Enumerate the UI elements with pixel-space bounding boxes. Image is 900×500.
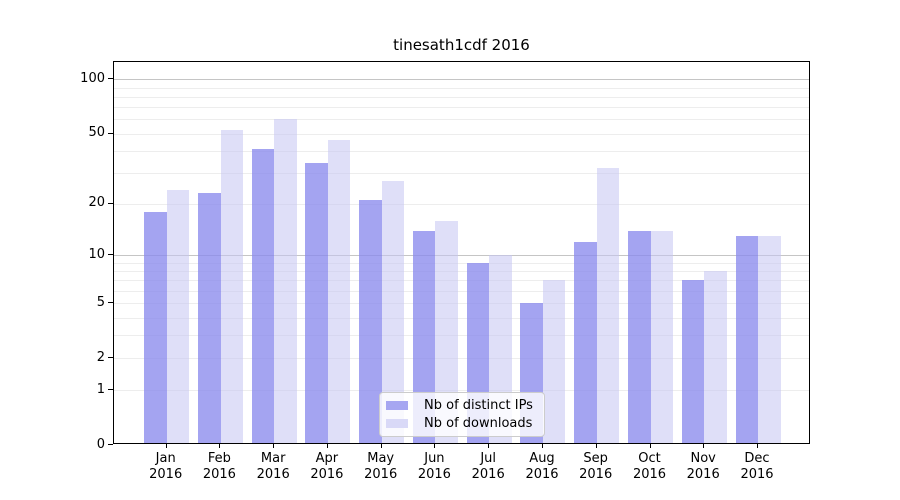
x-tick-mark	[595, 444, 597, 448]
gridline-minor	[114, 96, 809, 98]
gridline-minor	[114, 303, 809, 305]
legend-row: Nb of distinct IPs	[386, 397, 538, 415]
bar-downloads-sep	[596, 168, 620, 443]
gridline-minor	[114, 317, 809, 319]
gridline-minor	[114, 107, 809, 109]
y-tick-mark	[108, 132, 113, 134]
bar-downloads-oct	[650, 230, 673, 443]
gridline-minor	[114, 390, 809, 392]
gridline-minor	[114, 262, 809, 264]
y-tick-mark	[108, 78, 113, 80]
bar-distinct-ips-jun	[412, 230, 436, 443]
y-tick-mark	[108, 202, 113, 204]
bar-distinct-ips-feb	[198, 193, 221, 443]
x-tick-label-may: May 2016	[364, 451, 398, 482]
x-tick-label-feb: Feb 2016	[202, 451, 236, 482]
legend-label: Nb of distinct IPs	[424, 398, 533, 414]
bar-downloads-feb	[220, 130, 243, 443]
legend-swatch-distinct-ips	[386, 401, 408, 411]
x-tick-label-oct: Oct 2016	[632, 451, 667, 482]
plot-area	[113, 61, 810, 444]
bar-downloads-apr	[327, 140, 351, 443]
y-tick-label: 50	[88, 125, 105, 140]
bar-downloads-jun	[435, 220, 458, 443]
x-tick-label-mar: Mar 2016	[256, 451, 290, 482]
bar-distinct-ips-jan	[144, 211, 167, 443]
x-tick-mark	[757, 444, 758, 448]
y-tick-label: 0	[96, 436, 105, 452]
y-tick-mark	[108, 254, 113, 256]
bar-distinct-ips-may	[359, 200, 382, 443]
gridline-minor	[114, 291, 809, 292]
x-tick-mark	[219, 444, 221, 448]
y-tick-mark	[108, 357, 113, 359]
chart-title: tinesath1cdf 2016	[393, 36, 530, 54]
gridline-minor	[114, 119, 809, 121]
bar-distinct-ips-dec	[735, 236, 758, 443]
x-tick-mark	[380, 444, 382, 448]
y-tick-label: 20	[88, 195, 105, 211]
x-tick-mark	[326, 444, 328, 448]
bar-downloads-mar	[274, 119, 297, 443]
bar-downloads-nov	[704, 271, 727, 443]
bar-distinct-ips-apr	[305, 163, 328, 443]
x-tick-label-aug: Aug 2016	[525, 451, 559, 482]
bar-distinct-ips-sep	[574, 241, 597, 443]
x-tick-label-jan: Jan 2016	[149, 451, 183, 482]
y-tick-mark	[108, 302, 113, 304]
y-tick-label: 1	[96, 381, 105, 397]
legend-label: Nb of downloads	[424, 415, 533, 431]
bar-distinct-ips-nov	[681, 280, 705, 443]
bar-distinct-ips-mar	[251, 148, 275, 443]
legend-swatch-downloads	[386, 418, 408, 428]
bar-downloads-jan	[166, 190, 190, 443]
x-tick-mark	[488, 444, 490, 448]
gridline-minor	[114, 133, 809, 135]
legend-row: Nb of downloads	[386, 415, 538, 433]
gridline-minor	[114, 271, 809, 273]
gridline-minor	[114, 87, 809, 89]
gridline-minor	[114, 335, 809, 337]
y-tick-label: 5	[96, 294, 105, 310]
x-tick-mark	[649, 444, 651, 448]
x-tick-mark	[703, 444, 705, 448]
x-tick-label-jul: Jul 2016	[471, 451, 505, 482]
gridline-minor	[114, 203, 809, 205]
x-tick-mark	[434, 444, 436, 448]
x-tick-label-jun: Jun 2016	[417, 451, 451, 482]
bar-distinct-ips-oct	[628, 230, 651, 443]
bar-downloads-aug	[542, 280, 566, 443]
bar-downloads-may	[381, 181, 405, 443]
bar-downloads-dec	[758, 236, 781, 443]
y-tick-label: 100	[80, 70, 105, 86]
gridline-minor	[114, 280, 809, 282]
x-tick-mark	[542, 444, 543, 448]
x-tick-mark	[273, 444, 275, 448]
x-tick-label-dec: Dec 2016	[740, 451, 774, 482]
x-tick-label-apr: Apr 2016	[310, 451, 344, 482]
y-tick-label: 10	[88, 246, 105, 262]
y-tick-mark	[108, 389, 113, 391]
x-tick-mark	[165, 444, 167, 448]
gridline-minor	[114, 173, 809, 174]
gridline-minor	[114, 358, 809, 360]
x-tick-label-nov: Nov 2016	[686, 451, 720, 482]
y-tick-mark	[108, 444, 113, 446]
y-tick-label: 2	[96, 349, 105, 365]
gridline-minor	[114, 150, 809, 152]
legend: Nb of distinct IPs Nb of downloads	[379, 392, 545, 437]
gridline-major	[114, 255, 809, 257]
x-tick-label-sep: Sep 2016	[579, 451, 613, 482]
gridline-major	[114, 79, 809, 81]
